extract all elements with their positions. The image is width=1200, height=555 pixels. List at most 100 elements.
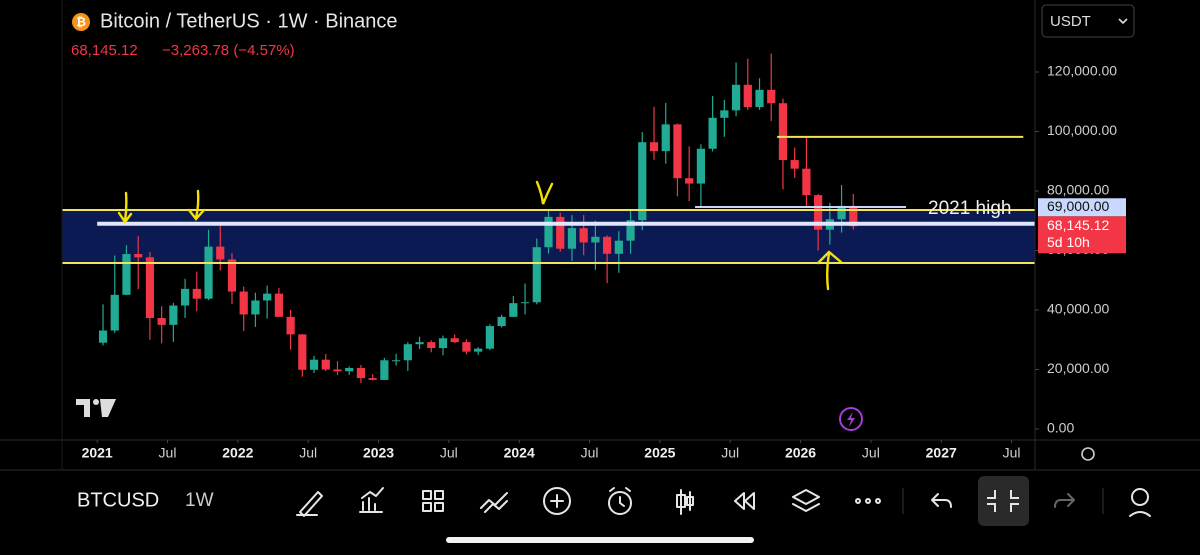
candle-body	[239, 291, 248, 315]
level-price-label: 69,000.00	[1047, 198, 1109, 214]
last-price-label: 68,145.12	[1047, 217, 1109, 233]
x-tick-label: 2025	[644, 445, 675, 461]
replay-icon	[847, 412, 855, 427]
y-tick-label: 40,000.00	[1047, 301, 1109, 317]
candle-body	[391, 360, 401, 362]
candle-body	[192, 288, 201, 299]
candle-body	[532, 247, 541, 303]
x-tick-label: 2024	[504, 445, 535, 461]
add-icon[interactable]	[550, 494, 564, 508]
candle-body	[204, 246, 213, 299]
x-tick-label: Jul	[159, 445, 177, 461]
candle-body	[427, 342, 436, 349]
candle-body	[415, 342, 424, 345]
candle-body	[649, 142, 659, 152]
candle-body	[591, 236, 600, 243]
candle-body	[438, 338, 448, 349]
candle-body	[556, 216, 565, 249]
candle-body	[216, 246, 225, 260]
redo-icon[interactable]	[1054, 493, 1075, 508]
candle-body	[368, 378, 377, 380]
symbol-title[interactable]: Bitcoin / TetherUS · 1W · Binance	[100, 10, 398, 32]
currency-select[interactable]	[1041, 4, 1135, 38]
y-tick-label: 100,000.00	[1047, 122, 1117, 138]
candle-body	[696, 148, 706, 184]
candle-body	[145, 257, 155, 319]
last-price-box	[1038, 216, 1126, 254]
fullscreen-icon	[987, 490, 1019, 512]
candle-body	[227, 259, 237, 292]
x-tick-label: Jul	[1003, 445, 1021, 461]
toolbar-icons[interactable]	[296, 487, 1151, 517]
candle-body	[790, 160, 799, 169]
replay-icon[interactable]	[839, 407, 863, 431]
candle-body	[849, 205, 858, 227]
x-tick-label: 2021	[82, 445, 113, 461]
fullscreen-button[interactable]	[978, 476, 1029, 526]
candle-body	[673, 124, 682, 179]
tv-logo	[76, 399, 116, 417]
candle-body	[743, 84, 752, 108]
x-tick-label: Jul	[299, 445, 317, 461]
annotation: 2021 high	[928, 198, 1011, 219]
candle-body	[345, 368, 354, 372]
settings-icon[interactable]	[1081, 447, 1095, 461]
draw-icon[interactable]	[296, 491, 323, 517]
candle-body	[122, 254, 131, 295]
y-tick-label: 20,000.00	[1047, 360, 1109, 376]
candle-body	[157, 318, 166, 325]
hand-arrows	[117, 180, 843, 291]
candle-body	[333, 369, 342, 372]
candle-body	[814, 195, 823, 230]
candle-body	[544, 216, 553, 248]
home-indicator	[446, 537, 754, 543]
countdown: 5d 10h	[1047, 234, 1090, 250]
toolbar-symbol[interactable]: BTCUSD	[77, 489, 159, 511]
candle-body	[263, 293, 272, 301]
candle-body	[474, 348, 483, 352]
candle-body	[755, 89, 764, 108]
candle-body	[614, 240, 623, 254]
candle-body	[134, 254, 143, 258]
candle-body	[380, 360, 389, 380]
plot-area	[62, 53, 1035, 383]
candle-body	[778, 103, 788, 161]
candle-body	[731, 84, 741, 111]
candle-body	[251, 300, 260, 315]
compare-icon[interactable]	[480, 492, 508, 513]
candle-body	[309, 359, 319, 370]
candle-body	[520, 302, 530, 304]
chart-type-icon[interactable]	[676, 489, 694, 515]
candle-body	[720, 110, 729, 118]
x-tick-label: 2022	[222, 445, 253, 461]
candle-body	[708, 117, 717, 149]
currency-label: USDT	[1050, 13, 1091, 30]
layers-icon[interactable]	[792, 489, 820, 512]
y-tick-label: 0.00	[1047, 420, 1074, 436]
candle-body	[169, 305, 178, 325]
toolbar-interval[interactable]: 1W	[185, 490, 214, 511]
coin-icon-glyph: ₿	[76, 15, 86, 29]
candle-body	[98, 330, 108, 343]
candle-body	[403, 344, 412, 361]
coin-icon	[72, 13, 90, 31]
alert-icon[interactable]	[609, 487, 631, 507]
undo-icon[interactable]	[931, 493, 952, 508]
candle-body	[767, 89, 776, 104]
candle-body	[567, 228, 577, 249]
x-tick-label: 2027	[926, 445, 957, 461]
candle-body	[685, 178, 694, 184]
candle-body	[661, 124, 670, 152]
candle-body	[274, 293, 283, 317]
replay-icon[interactable]	[734, 492, 755, 510]
indicators-icon[interactable]	[359, 487, 384, 513]
price-change: −3,263.78 (−4.57%)	[162, 42, 295, 59]
candle-body	[509, 303, 518, 317]
layout-icon[interactable]	[422, 490, 444, 512]
y-tick-label: 80,000.00	[1047, 182, 1109, 198]
candle-body	[802, 168, 811, 196]
account-icon[interactable]	[1129, 511, 1151, 517]
candle-body	[356, 368, 366, 379]
candle-body	[110, 294, 119, 331]
